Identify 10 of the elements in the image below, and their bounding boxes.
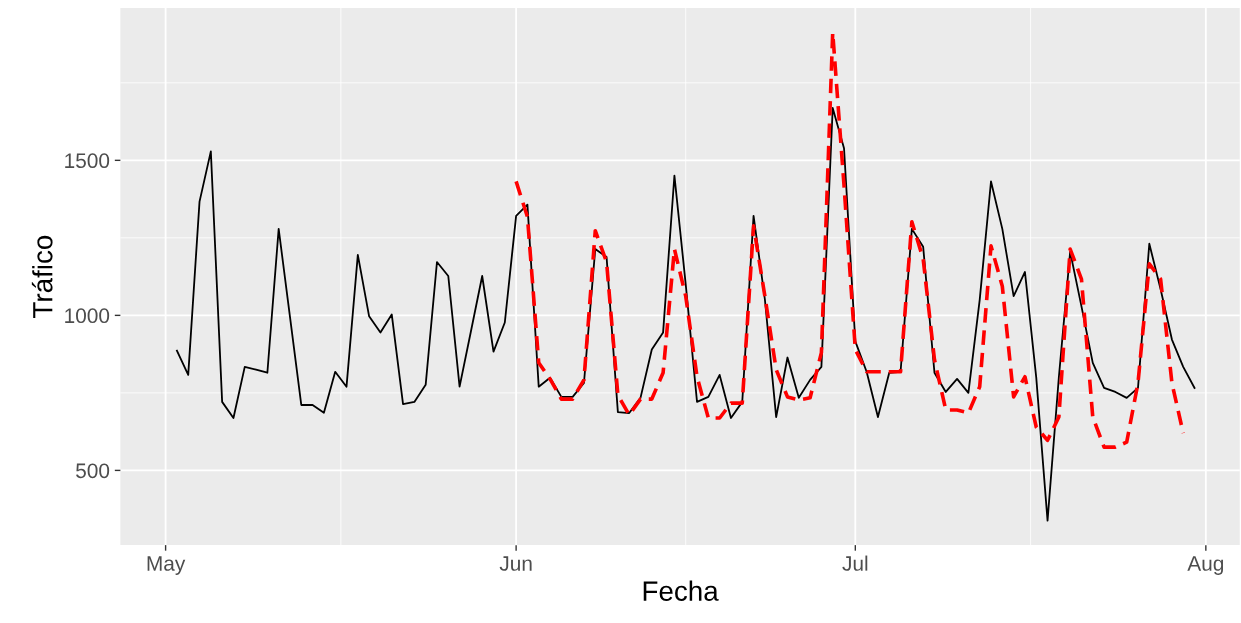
x-tick-label: Jul [842, 555, 868, 571]
x-tick-label: Aug [1187, 556, 1224, 575]
y-tick-label: 500 [76, 463, 110, 479]
y-tick-label: 1500 [65, 153, 110, 169]
line-series [176, 107, 1196, 522]
y-tick-label: 1000 [65, 308, 110, 324]
x-tick-label: Jun [499, 556, 532, 571]
y-axis-title: Tráfico [31, 235, 53, 318]
x-tick-label: May [147, 556, 186, 575]
x-axis-title: Fecha [643, 580, 719, 601]
